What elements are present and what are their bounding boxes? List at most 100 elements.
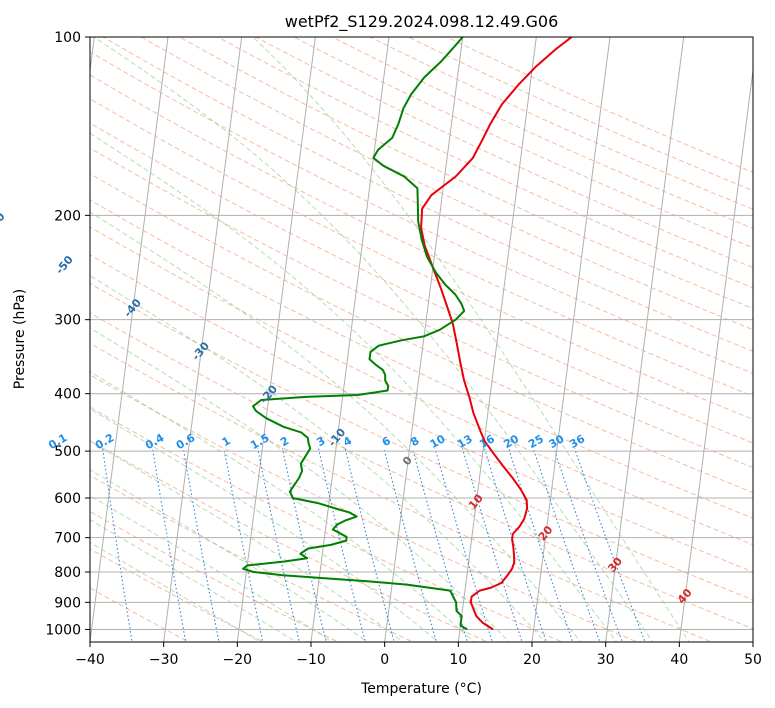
- dewpoint-line: [242, 37, 468, 631]
- isotherm-line: [163, 37, 243, 642]
- isotherm-line: [90, 37, 169, 642]
- mixing-ratio-line: [574, 448, 646, 642]
- mixing-ratio-label: 30: [547, 432, 567, 451]
- mixing-ratio-line: [434, 448, 493, 642]
- dry-adiabat-line: [90, 74, 753, 397]
- mixing-ratio-line: [182, 448, 220, 642]
- moist-adiabat-line: [90, 469, 369, 642]
- dry-adiabat-line: [178, 37, 753, 310]
- dry-adiabat-line: [254, 37, 753, 269]
- mixing-ratio-label: 1.5: [248, 431, 271, 452]
- y-axis-label: Pressure (hPa): [12, 289, 28, 389]
- mixing-ratio-line: [344, 448, 395, 642]
- isotherm-label: 10: [466, 492, 486, 512]
- y-tick-label: 800: [54, 565, 81, 581]
- isotherm-line: [384, 37, 464, 642]
- mixing-ratio-line: [223, 448, 264, 642]
- moist-adiabat-line: [90, 519, 298, 642]
- mixing-ratio-line: [102, 448, 133, 642]
- mixing-ratio-line: [483, 448, 547, 642]
- y-tick-label: 300: [54, 313, 81, 329]
- moist-adiabat-line: [90, 132, 618, 642]
- mixing-ratio-line: [553, 448, 623, 642]
- dry-adiabat-line: [90, 282, 753, 601]
- moist-adiabat-line: [90, 440, 404, 642]
- mixing-ratio-label: 20: [501, 432, 521, 451]
- moist-adiabat-line: [90, 275, 546, 642]
- x-tick-label: 40: [670, 652, 688, 668]
- dry-adiabat-line: [90, 342, 714, 642]
- isotherm-line: [457, 37, 537, 642]
- mixing-ratio-label: 0.2: [93, 431, 116, 452]
- isotherm-label: -60: [0, 210, 8, 234]
- plot-frame: [89, 36, 754, 643]
- y-axis-ticks: 100 200 300 400 500 600 700 800 900 1000: [45, 30, 90, 638]
- mixing-ratio-label: 25: [526, 432, 546, 451]
- x-tick-label: 0: [380, 652, 389, 668]
- x-tick-label: 50: [744, 652, 762, 668]
- x-tick-label: −10: [296, 652, 326, 668]
- dry-adiabat-line: [292, 37, 753, 249]
- mixing-ratio-label: 0.6: [174, 431, 198, 452]
- dry-adiabat-line: [216, 37, 753, 289]
- moist-adiabat-line: [90, 370, 475, 642]
- x-axis-label: Temperature (°C): [360, 681, 482, 697]
- dry-adiabat-line: [331, 37, 753, 229]
- x-axis-ticks: −40 −30 −20 −10 0 10 20 30 40 50: [75, 642, 762, 668]
- mixing-ratio-label: 10: [428, 432, 448, 451]
- dry-adiabat-line: [90, 254, 753, 573]
- y-tick-label: 600: [54, 491, 81, 507]
- isotherm-line: [605, 37, 685, 642]
- mixing-ratio-line: [508, 448, 574, 642]
- dry-adiabat-line: [90, 474, 415, 642]
- x-tick-label: 30: [597, 652, 615, 668]
- moist-adiabat-line: [90, 211, 582, 642]
- y-tick-label: 100: [54, 30, 81, 46]
- isotherm-label: -30: [189, 339, 212, 363]
- isotherm-line: [90, 37, 95, 75]
- isotherm-label: 40: [675, 586, 695, 606]
- dry-adiabat-line: [90, 440, 489, 642]
- moist-adiabat-line: [252, 37, 690, 642]
- dry-adiabat-line: [369, 37, 753, 210]
- isotherm-line: [236, 37, 316, 642]
- dry-adiabat-line: [90, 51, 753, 374]
- mixing-ratio-line: [152, 448, 187, 642]
- x-tick-label: 10: [449, 652, 467, 668]
- mixing-ratio-line: [532, 448, 601, 642]
- y-tick-label: 400: [54, 387, 81, 403]
- dry-adiabat-line: [90, 374, 639, 642]
- dry-adiabat-line: [102, 37, 753, 352]
- mixing-ratio-line: [318, 448, 366, 642]
- sounding-profiles: [242, 37, 573, 631]
- y-tick-label: 700: [54, 531, 81, 547]
- isotherm-line: [752, 638, 753, 642]
- moist-adiabat-line: [90, 408, 440, 642]
- dry-adiabat-line: [140, 37, 753, 331]
- dry-adiabat-line: [90, 226, 753, 546]
- dry-adiabat-line: [90, 511, 340, 642]
- temperature-line: [420, 37, 573, 631]
- isotherm-label: 0: [400, 454, 415, 468]
- mixing-ratio-line: [257, 448, 300, 642]
- pressure-gridlines: [90, 36, 753, 630]
- mixing-ratio-line: [281, 448, 327, 642]
- x-tick-label: −30: [149, 652, 179, 668]
- background-lines: [90, 37, 753, 642]
- mixing-ratio-line: [383, 448, 437, 642]
- x-tick-label: −20: [223, 652, 253, 668]
- isotherm-label: 20: [536, 523, 556, 543]
- y-tick-label: 1000: [45, 622, 81, 638]
- dry-adiabat-line: [90, 199, 753, 519]
- y-tick-label: 900: [54, 595, 81, 611]
- isotherm-line: [678, 66, 753, 642]
- isotherm-label: -50: [53, 253, 76, 277]
- x-tick-label: −40: [75, 652, 105, 668]
- mixing-ratio-line: [461, 448, 523, 642]
- isotherm-line: [310, 37, 390, 642]
- mixing-ratio-label: 2: [278, 434, 291, 449]
- x-tick-label: 20: [523, 652, 541, 668]
- dry-adiabat-line: [90, 587, 190, 642]
